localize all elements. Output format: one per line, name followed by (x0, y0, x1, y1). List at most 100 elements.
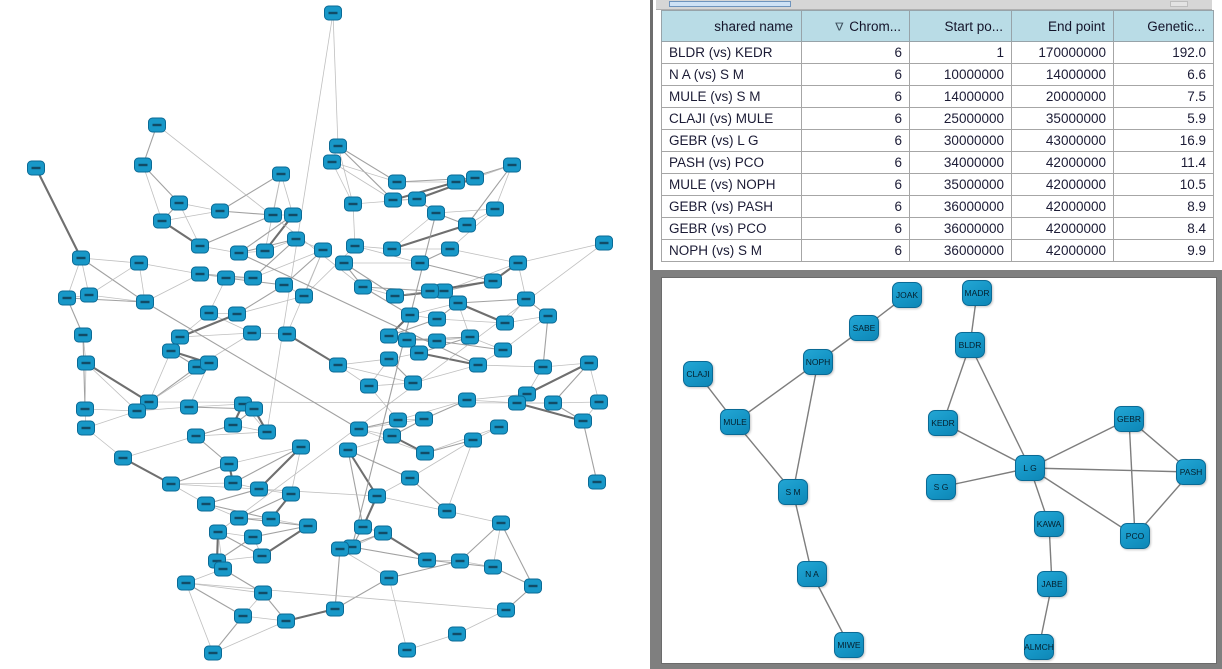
overview-network-edge[interactable] (477, 364, 544, 368)
table-cell[interactable]: 6 (801, 217, 910, 240)
overview-network-edge[interactable] (449, 248, 519, 264)
overview-network-edge[interactable] (542, 315, 549, 368)
table-cell[interactable]: 6.6 (1113, 63, 1214, 86)
overview-network-edge[interactable] (170, 482, 234, 485)
overview-network-node[interactable] (277, 613, 295, 629)
overview-network-node[interactable] (466, 170, 484, 186)
overview-network-node[interactable] (72, 250, 90, 266)
overview-network-node[interactable] (200, 305, 218, 321)
table-cell[interactable]: GEBR (vs) L G (661, 129, 802, 152)
overview-network-edge[interactable] (376, 495, 448, 512)
overview-network-node[interactable] (244, 529, 262, 545)
overview-network-node[interactable] (282, 486, 300, 502)
overview-network-node[interactable] (27, 160, 45, 176)
table-cell[interactable]: 14000000 (909, 85, 1012, 108)
overview-network-node[interactable] (368, 488, 386, 504)
overview-network-node[interactable] (418, 552, 436, 568)
overview-network-node[interactable] (284, 207, 302, 223)
overview-network-node[interactable] (380, 570, 398, 586)
overview-network-node[interactable] (209, 524, 227, 540)
overview-network-edge[interactable] (142, 164, 163, 222)
overview-network-node[interactable] (220, 456, 238, 472)
overview-network-node[interactable] (508, 395, 526, 411)
overview-network-node[interactable] (114, 450, 132, 466)
overview-network-node[interactable] (380, 328, 398, 344)
overview-network-edge[interactable] (436, 340, 504, 351)
overview-network-edge[interactable] (266, 12, 334, 433)
overview-network-node[interactable] (272, 166, 290, 182)
overview-network-node[interactable] (58, 290, 76, 306)
detail-network-edge[interactable] (969, 344, 1031, 469)
overview-network-node[interactable] (401, 307, 419, 323)
overview-network-edge[interactable] (252, 249, 324, 279)
overview-network-node[interactable] (80, 287, 98, 303)
overview-network-edge[interactable] (185, 582, 244, 617)
column-header-shared-name[interactable]: shared name (661, 10, 802, 42)
overview-network-edge[interactable] (424, 426, 500, 454)
overview-network-node[interactable] (245, 401, 263, 417)
overview-network-edge[interactable] (148, 350, 172, 403)
table-cell[interactable]: 6 (801, 195, 910, 218)
overview-network-edge[interactable] (179, 332, 253, 338)
overview-network-edge[interactable] (419, 262, 494, 282)
overview-network-node[interactable] (197, 496, 215, 512)
overview-network-edge[interactable] (238, 214, 294, 254)
overview-network-node[interactable] (224, 475, 242, 491)
column-header-end-point[interactable]: End point (1011, 10, 1114, 42)
overview-network-edge[interactable] (466, 393, 528, 401)
overview-network-node[interactable] (76, 401, 94, 417)
detail-network-node[interactable]: N A (797, 561, 827, 587)
detail-network-node[interactable]: SABE (849, 315, 879, 341)
overview-network-node[interactable] (230, 245, 248, 261)
overview-network-node[interactable] (323, 154, 341, 170)
table-cell[interactable]: 35000000 (1011, 107, 1114, 130)
overview-network-node[interactable] (458, 217, 476, 233)
detail-network-node[interactable]: MIWE (834, 632, 864, 658)
overview-network-edge[interactable] (286, 333, 339, 366)
overview-network-node[interactable] (191, 238, 209, 254)
table-row[interactable]: N A (vs) S M 6 10000000 14000000 6.6 (661, 63, 1214, 86)
overview-network-node[interactable] (295, 288, 313, 304)
overview-network-edge[interactable] (435, 208, 496, 214)
overview-network-edge[interactable] (347, 449, 378, 497)
table-cell[interactable]: 8.9 (1113, 195, 1214, 218)
overview-network-node[interactable] (448, 626, 466, 642)
overview-network-node[interactable] (180, 399, 198, 415)
table-cell[interactable]: GEBR (vs) PASH (661, 195, 802, 218)
detail-network-node[interactable]: JABE (1037, 571, 1067, 597)
overview-network-edge[interactable] (219, 173, 282, 212)
overview-network-node[interactable] (496, 315, 514, 331)
overview-network-node[interactable] (346, 238, 364, 254)
overview-network-edge[interactable] (409, 439, 474, 479)
overview-network-node[interactable] (230, 510, 248, 526)
overview-network-node[interactable] (148, 117, 166, 133)
overview-network-edge[interactable] (82, 334, 86, 410)
overview-network-node[interactable] (354, 519, 372, 535)
overview-network-edge[interactable] (412, 364, 479, 384)
table-cell[interactable]: 6 (801, 107, 910, 130)
table-row[interactable]: MULE (vs) S M 6 14000000 20000000 7.5 (661, 85, 1214, 108)
overview-network-node[interactable] (389, 412, 407, 428)
overview-network-node[interactable] (595, 235, 613, 251)
table-cell[interactable]: 5.9 (1113, 107, 1214, 130)
overview-network-node[interactable] (415, 411, 433, 427)
overview-network-node[interactable] (77, 420, 95, 436)
overview-network-node[interactable] (262, 511, 280, 527)
table-cell[interactable]: 11.4 (1113, 151, 1214, 174)
table-cell[interactable]: 10.5 (1113, 173, 1214, 196)
overview-network-node[interactable] (416, 445, 434, 461)
overview-network-node[interactable] (354, 279, 372, 295)
detail-network-node[interactable]: NOPH (803, 349, 833, 375)
overview-network-node[interactable] (503, 157, 521, 173)
overview-network-edge[interactable] (334, 548, 341, 610)
overview-network-node[interactable] (404, 375, 422, 391)
table-cell[interactable]: 42000000 (1011, 173, 1114, 196)
table-cell[interactable]: 6 (801, 151, 910, 174)
overview-network-node[interactable] (314, 242, 332, 258)
overview-network-edge[interactable] (185, 582, 507, 611)
table-row[interactable]: CLAJI (vs) MULE 6 25000000 35000000 5.9 (661, 107, 1214, 130)
overview-network-node[interactable] (128, 403, 146, 419)
overview-network-node[interactable] (326, 601, 344, 617)
overview-network-node[interactable] (484, 273, 502, 289)
overview-network-node[interactable] (384, 192, 402, 208)
